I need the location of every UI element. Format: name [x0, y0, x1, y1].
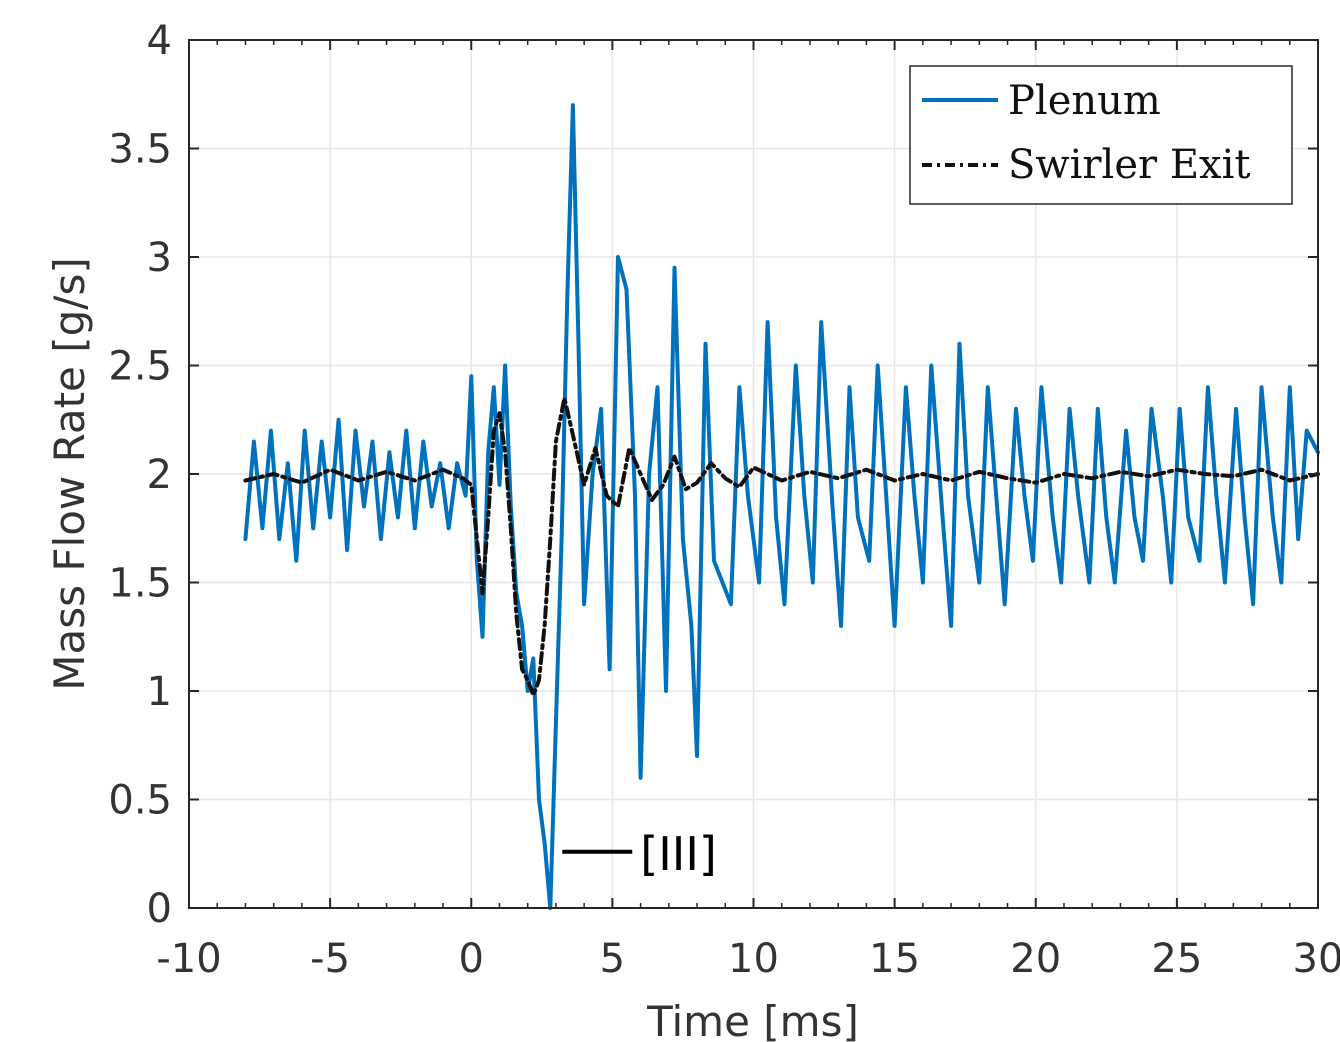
y-tick-label: 1: [147, 669, 172, 715]
y-tick-label: 1.5: [108, 561, 172, 607]
ticks: [188, 39, 1319, 909]
y-axis-title: Mass Flow Rate [g/s]: [45, 257, 94, 690]
tick-labels: -10 -5 0 5 10 15 20 25 30 0 0.5 1 1.5 2 2.5 3 3.5 4: [108, 18, 1340, 982]
x-tick-label: 20: [1010, 936, 1061, 982]
x-tick-label: -10: [156, 936, 221, 982]
x-tick-label: -5: [310, 936, 350, 982]
y-tick-label: 2: [147, 452, 172, 498]
y-tick-label: 3: [147, 235, 172, 281]
x-tick-label: 5: [600, 936, 625, 982]
x-tick-label: 15: [869, 936, 920, 982]
x-tick-label: 30: [1293, 936, 1340, 982]
y-tick-label: 4: [147, 18, 172, 64]
annotation-label: [III]: [640, 827, 717, 881]
y-tick-label: 3.5: [108, 127, 172, 173]
legend-label-plenum: Plenum: [1008, 78, 1161, 124]
x-tick-label: 25: [1151, 936, 1202, 982]
y-tick-label: 0.5: [108, 778, 172, 824]
annotation-iii: [III]: [562, 827, 717, 881]
series-layer: [243, 103, 1320, 910]
legend-label-swirler-exit: Swirler Exit: [1008, 142, 1250, 188]
x-tick-label: 0: [459, 936, 484, 982]
y-tick-label: 2.5: [108, 344, 172, 390]
y-tick-label: 0: [147, 886, 172, 932]
x-tick-label: 10: [728, 936, 779, 982]
series-line-swirler-exit: [243, 396, 1320, 698]
legend: Plenum Swirler Exit: [909, 65, 1293, 205]
legend-box: [909, 65, 1293, 205]
x-axis-title: Time [ms]: [646, 997, 859, 1042]
